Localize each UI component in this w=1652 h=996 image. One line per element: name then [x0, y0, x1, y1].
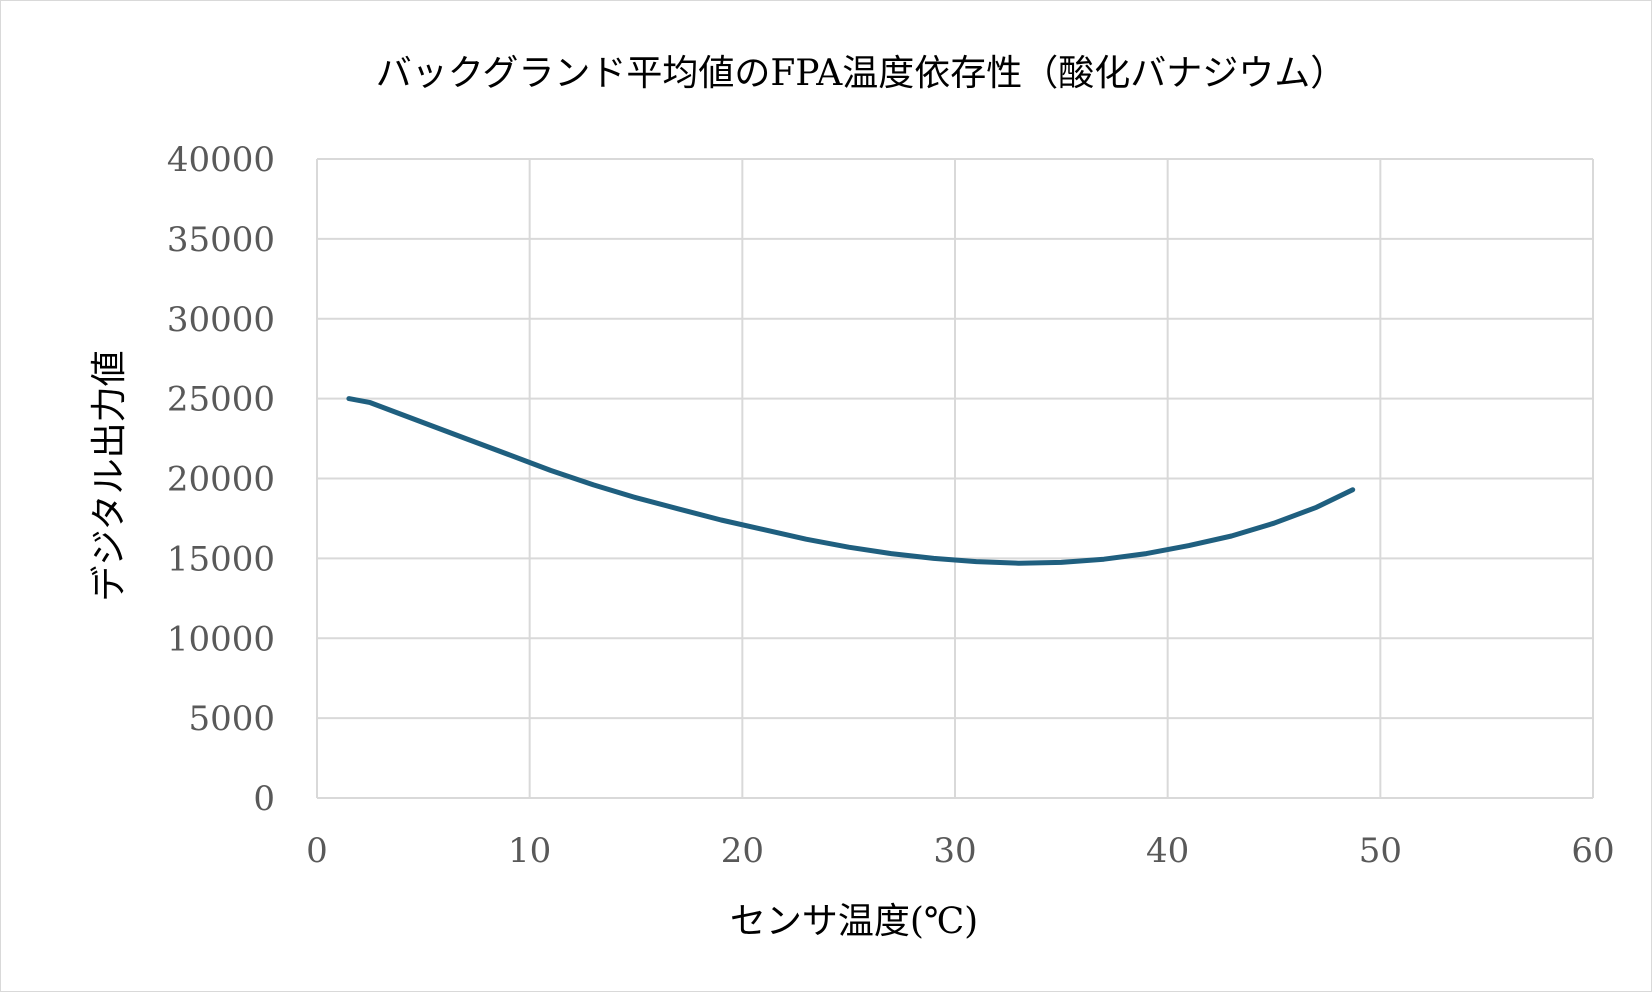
x-tick-label: 50	[1359, 831, 1402, 871]
series-line	[346, 396, 1356, 566]
x-tick-label: 20	[721, 831, 764, 871]
y-tick-label: 35000	[167, 220, 275, 260]
y-tick-label: 10000	[167, 619, 275, 659]
x-tick-labels: 0 10 20 30 40 50 60	[306, 831, 1614, 871]
grid-lines	[316, 158, 1594, 799]
y-tick-label: 0	[253, 779, 275, 819]
chart-title: バックグランド平均値のFPA温度依存性（酸化バナジウム）	[376, 53, 1346, 94]
x-tick-label: 60	[1571, 831, 1614, 871]
y-tick-label: 40000	[167, 140, 275, 180]
y-tick-label: 5000	[188, 699, 275, 739]
y-tick-label: 30000	[167, 300, 275, 340]
y-tick-labels: 0 5000 10000 15000 20000 25000 30000 35000 40000	[167, 140, 275, 819]
y-tick-label: 25000	[167, 380, 275, 420]
x-tick-label: 10	[508, 831, 551, 871]
x-tick-label: 0	[306, 831, 328, 871]
y-tick-label: 15000	[167, 539, 275, 579]
y-tick-label: 20000	[167, 460, 275, 500]
y-axis-title: デジタル出力値	[89, 350, 130, 601]
x-tick-label: 40	[1146, 831, 1189, 871]
x-tick-label: 30	[933, 831, 976, 871]
x-axis-title: センサ温度(℃)	[730, 901, 978, 942]
